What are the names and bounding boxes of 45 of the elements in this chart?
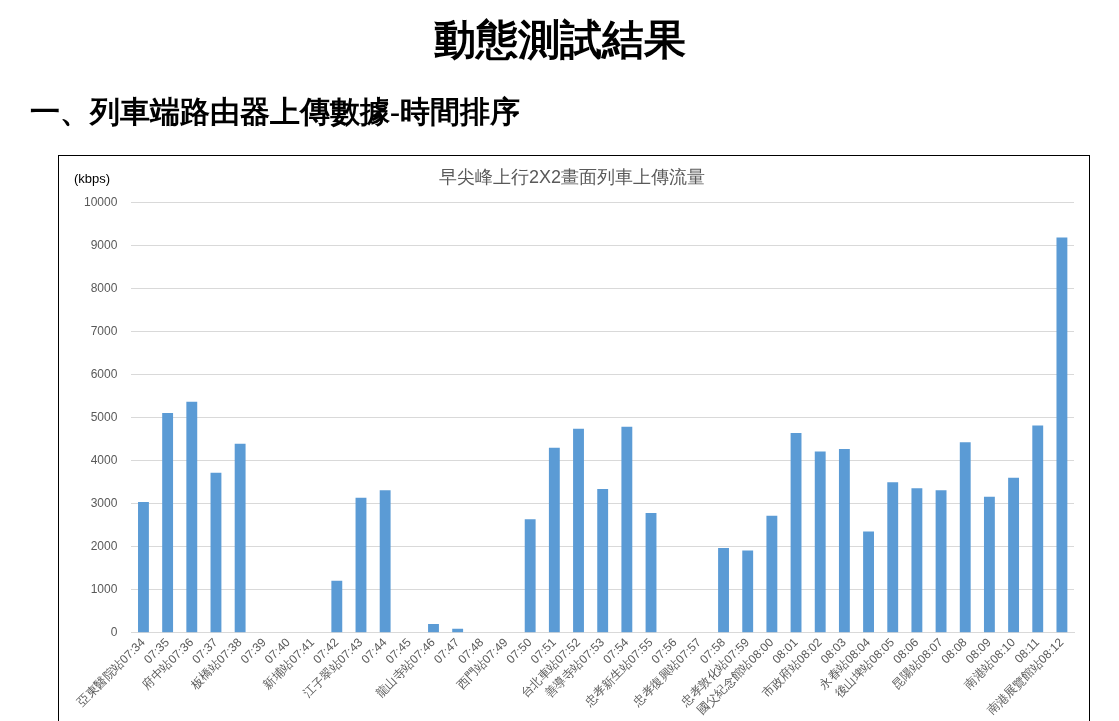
text: 動態測試結果	[432, 16, 687, 65]
bar	[645, 513, 657, 633]
bar	[597, 489, 609, 633]
bar	[524, 519, 536, 633]
bar	[766, 515, 778, 633]
bar	[138, 501, 149, 633]
chart-title: 早尖峰上行2X2畫面列車上傳流量	[438, 166, 706, 187]
bar	[355, 497, 367, 633]
y-tick-label: 2000	[90, 538, 118, 553]
y-tick-label: 4000	[90, 452, 118, 467]
y-tick-label: 8000	[90, 280, 118, 295]
y-tick-label: 10000	[83, 194, 118, 209]
bar	[814, 451, 826, 633]
bar	[863, 531, 874, 633]
bar	[983, 496, 995, 633]
bar	[1008, 477, 1020, 633]
y-tick-label: 0	[110, 624, 118, 639]
y-tick-label: 6000	[90, 366, 118, 381]
bar	[379, 490, 391, 633]
bar	[911, 488, 923, 633]
bar	[838, 449, 850, 633]
bar	[718, 547, 729, 633]
bar	[1056, 237, 1068, 633]
bar	[186, 401, 198, 633]
bar	[234, 443, 246, 633]
text: 一、列車端路由器上傳數據-時間排序	[30, 94, 520, 130]
bar	[573, 428, 584, 633]
bar	[935, 490, 947, 633]
bar	[331, 580, 343, 633]
y-tick-label: 7000	[90, 323, 118, 338]
bar	[790, 433, 802, 633]
bar	[742, 550, 754, 633]
y-axis-title: (kbps)	[74, 171, 111, 187]
bar	[210, 472, 222, 633]
bar	[1032, 425, 1044, 633]
y-tick-label: 3000	[90, 495, 118, 510]
bar	[887, 482, 899, 633]
bar	[548, 447, 560, 633]
y-tick-label: 9000	[90, 237, 118, 252]
bar	[621, 426, 633, 633]
bar	[959, 442, 971, 633]
bar	[428, 624, 439, 633]
bar	[162, 412, 174, 633]
y-tick-label: 1000	[90, 581, 118, 596]
y-tick-label: 5000	[90, 409, 118, 424]
